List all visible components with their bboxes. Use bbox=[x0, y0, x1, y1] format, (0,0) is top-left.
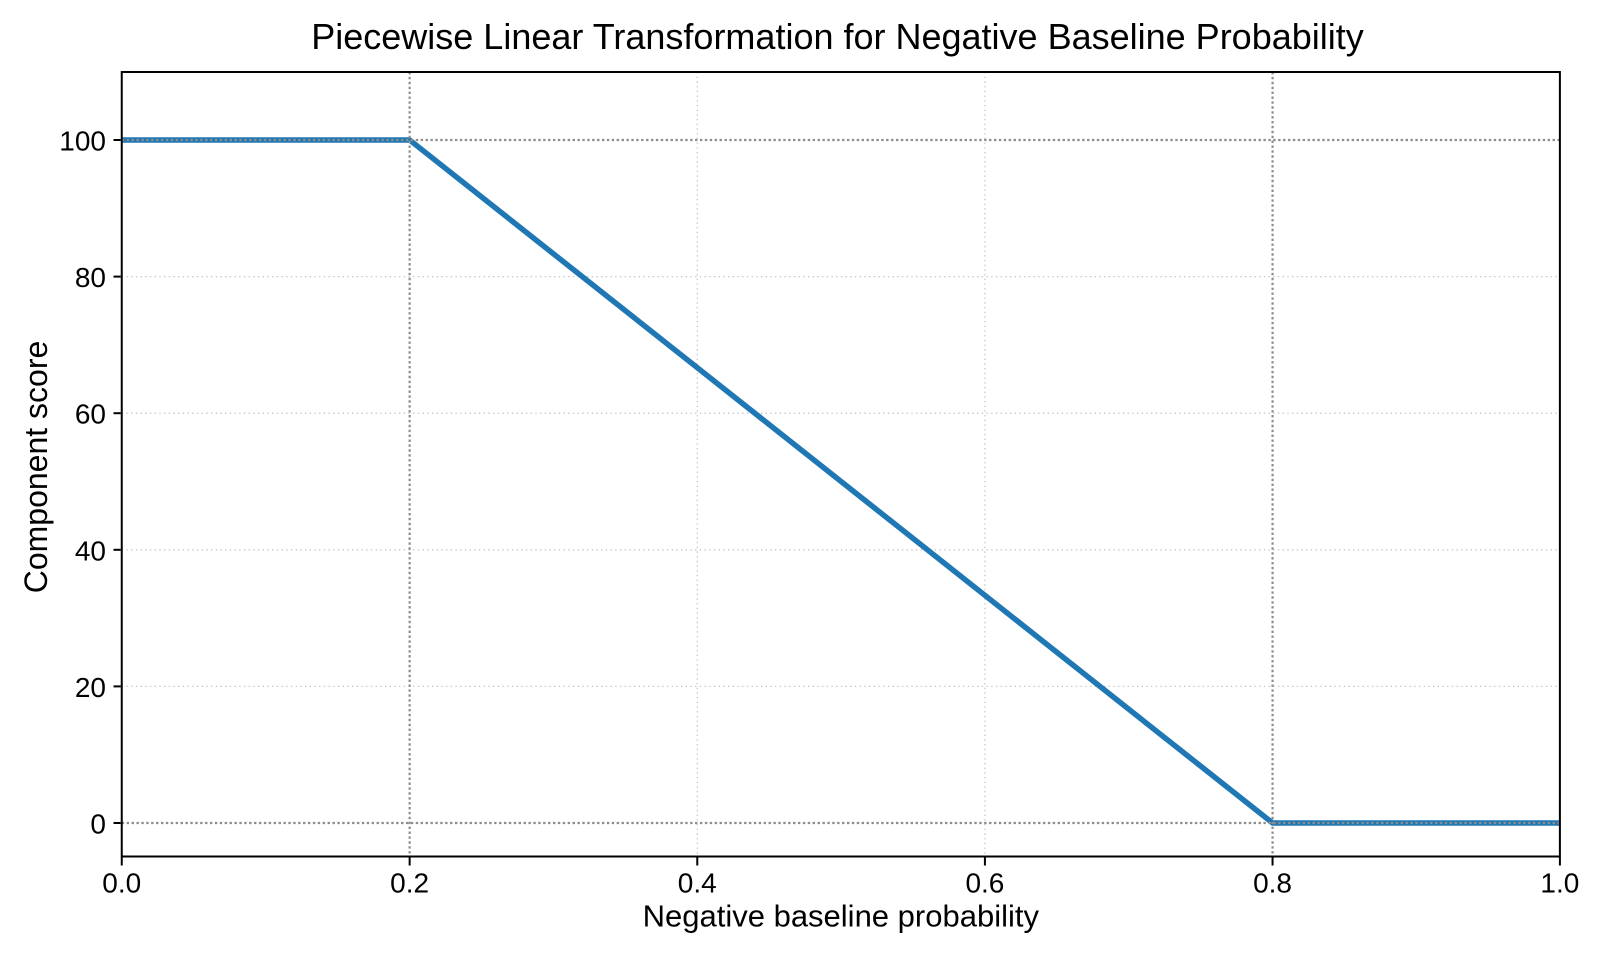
svg-text:0.6: 0.6 bbox=[965, 868, 1004, 899]
svg-text:80: 80 bbox=[75, 262, 106, 293]
svg-text:20: 20 bbox=[75, 672, 106, 703]
svg-text:Negative baseline probability: Negative baseline probability bbox=[643, 899, 1040, 934]
svg-text:0.0: 0.0 bbox=[102, 868, 141, 899]
svg-text:1.0: 1.0 bbox=[1540, 868, 1579, 899]
svg-text:Component score: Component score bbox=[18, 341, 54, 594]
svg-text:0: 0 bbox=[90, 809, 106, 840]
svg-text:0.8: 0.8 bbox=[1253, 868, 1292, 899]
svg-text:60: 60 bbox=[75, 399, 106, 430]
svg-text:0.4: 0.4 bbox=[678, 868, 717, 899]
svg-text:40: 40 bbox=[75, 535, 106, 566]
svg-text:0.2: 0.2 bbox=[390, 868, 429, 899]
svg-text:Piecewise Linear Transformatio: Piecewise Linear Transformation for Nega… bbox=[311, 16, 1364, 57]
svg-text:100: 100 bbox=[59, 126, 106, 157]
